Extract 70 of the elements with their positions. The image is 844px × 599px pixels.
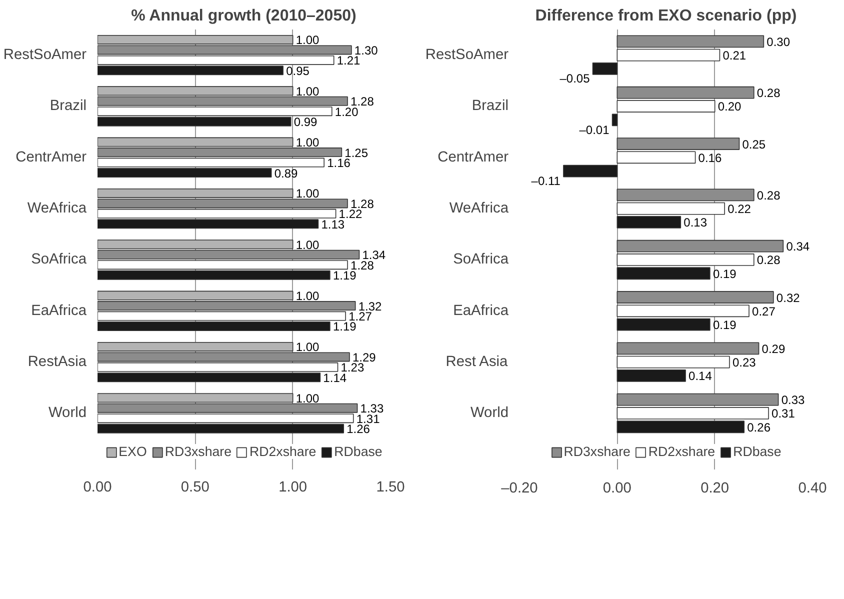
legend-label: RD2xshare bbox=[648, 444, 716, 459]
legend-label: EXO bbox=[118, 444, 147, 459]
data-label: 1.00 bbox=[296, 33, 320, 48]
y-tick-label: EaAfrica bbox=[31, 302, 88, 319]
data-label: 0.14 bbox=[688, 369, 712, 384]
data-label: 1.19 bbox=[332, 320, 357, 334]
legend-label: RDbase bbox=[733, 444, 782, 459]
x-tick-label: 0.20 bbox=[700, 480, 730, 496]
data-label: 0.31 bbox=[772, 406, 796, 421]
x-tick-label: 1.00 bbox=[278, 480, 308, 496]
y-tick-label: World bbox=[470, 405, 509, 422]
data-label: 0.22 bbox=[728, 202, 752, 216]
data-label: 0.20 bbox=[718, 100, 742, 114]
y-tick-label: Brazil bbox=[472, 98, 509, 114]
data-label: 0.33 bbox=[781, 393, 805, 408]
data-label: 0.13 bbox=[684, 216, 708, 230]
data-label: 0.16 bbox=[698, 150, 722, 165]
x-tick-label: 1.50 bbox=[376, 480, 405, 496]
data-label: 0.89 bbox=[274, 166, 298, 180]
legend-label: RD2xshare bbox=[250, 444, 316, 459]
data-label: 1.00 bbox=[296, 289, 320, 304]
data-label: 1.00 bbox=[296, 238, 320, 252]
data-label: 0.26 bbox=[747, 420, 771, 434]
y-tick-label: CentrAmer bbox=[16, 149, 87, 166]
data-label: 0.28 bbox=[756, 86, 781, 100]
x-tick-label: 0.40 bbox=[798, 480, 827, 496]
y-tick-label: Brazil bbox=[50, 98, 87, 114]
data-label: 0.19 bbox=[712, 318, 737, 332]
y-tick-label: CentrAmer bbox=[438, 149, 509, 166]
data-label: 1.00 bbox=[296, 84, 320, 98]
data-label: 0.19 bbox=[712, 266, 737, 281]
y-tick-label: WeAfrica bbox=[449, 200, 510, 217]
y-tick-label: SoAfrica bbox=[453, 252, 510, 268]
data-label: –0.11 bbox=[531, 174, 561, 188]
y-tick-label: Rest Asia bbox=[446, 354, 509, 370]
x-tick-label: –0.20 bbox=[501, 480, 538, 496]
legend-label: RD3xshare bbox=[564, 444, 630, 459]
y-tick-label: RestSoAmer bbox=[3, 47, 87, 64]
data-label: 0.21 bbox=[722, 48, 746, 63]
x-tick-label: 0.00 bbox=[83, 480, 112, 496]
data-label: 1.00 bbox=[296, 186, 320, 201]
x-tick-label: 0.50 bbox=[180, 480, 210, 496]
data-label: 0.27 bbox=[752, 304, 776, 318]
data-label: 0.34 bbox=[786, 240, 810, 254]
chart-title: Difference from EXO scenario (pp) bbox=[535, 8, 797, 24]
y-tick-label: RestSoAmer bbox=[425, 47, 509, 64]
legend-label: RD3xshare bbox=[164, 444, 232, 459]
data-label: 0.25 bbox=[742, 137, 766, 152]
y-tick-label: RestAsia bbox=[28, 354, 88, 370]
y-tick-label: SoAfrica bbox=[31, 252, 88, 268]
legend-label: RDbase bbox=[334, 444, 382, 459]
y-tick-label: WeAfrica bbox=[27, 200, 88, 217]
chart-title: % Annual growth (2010–2050) bbox=[131, 8, 356, 24]
y-tick-label: World bbox=[48, 405, 87, 422]
data-label: 1.00 bbox=[296, 136, 320, 150]
data-label: 0.28 bbox=[756, 188, 781, 202]
data-label: 0.32 bbox=[776, 290, 800, 305]
data-label: 0.30 bbox=[766, 34, 790, 49]
data-label: 0.23 bbox=[732, 356, 756, 370]
x-tick-label: 0.00 bbox=[602, 480, 632, 496]
data-label: 1.00 bbox=[296, 391, 320, 406]
data-label: 0.99 bbox=[294, 115, 318, 130]
data-label: –0.01 bbox=[579, 122, 610, 137]
data-label: 0.28 bbox=[756, 253, 781, 268]
data-label: 0.29 bbox=[762, 342, 786, 356]
data-label: –0.05 bbox=[560, 72, 590, 86]
data-label: 1.00 bbox=[296, 340, 320, 354]
y-tick-label: EaAfrica bbox=[453, 302, 510, 319]
data-label: 0.95 bbox=[286, 64, 310, 78]
data-label: 1.32 bbox=[358, 299, 382, 314]
